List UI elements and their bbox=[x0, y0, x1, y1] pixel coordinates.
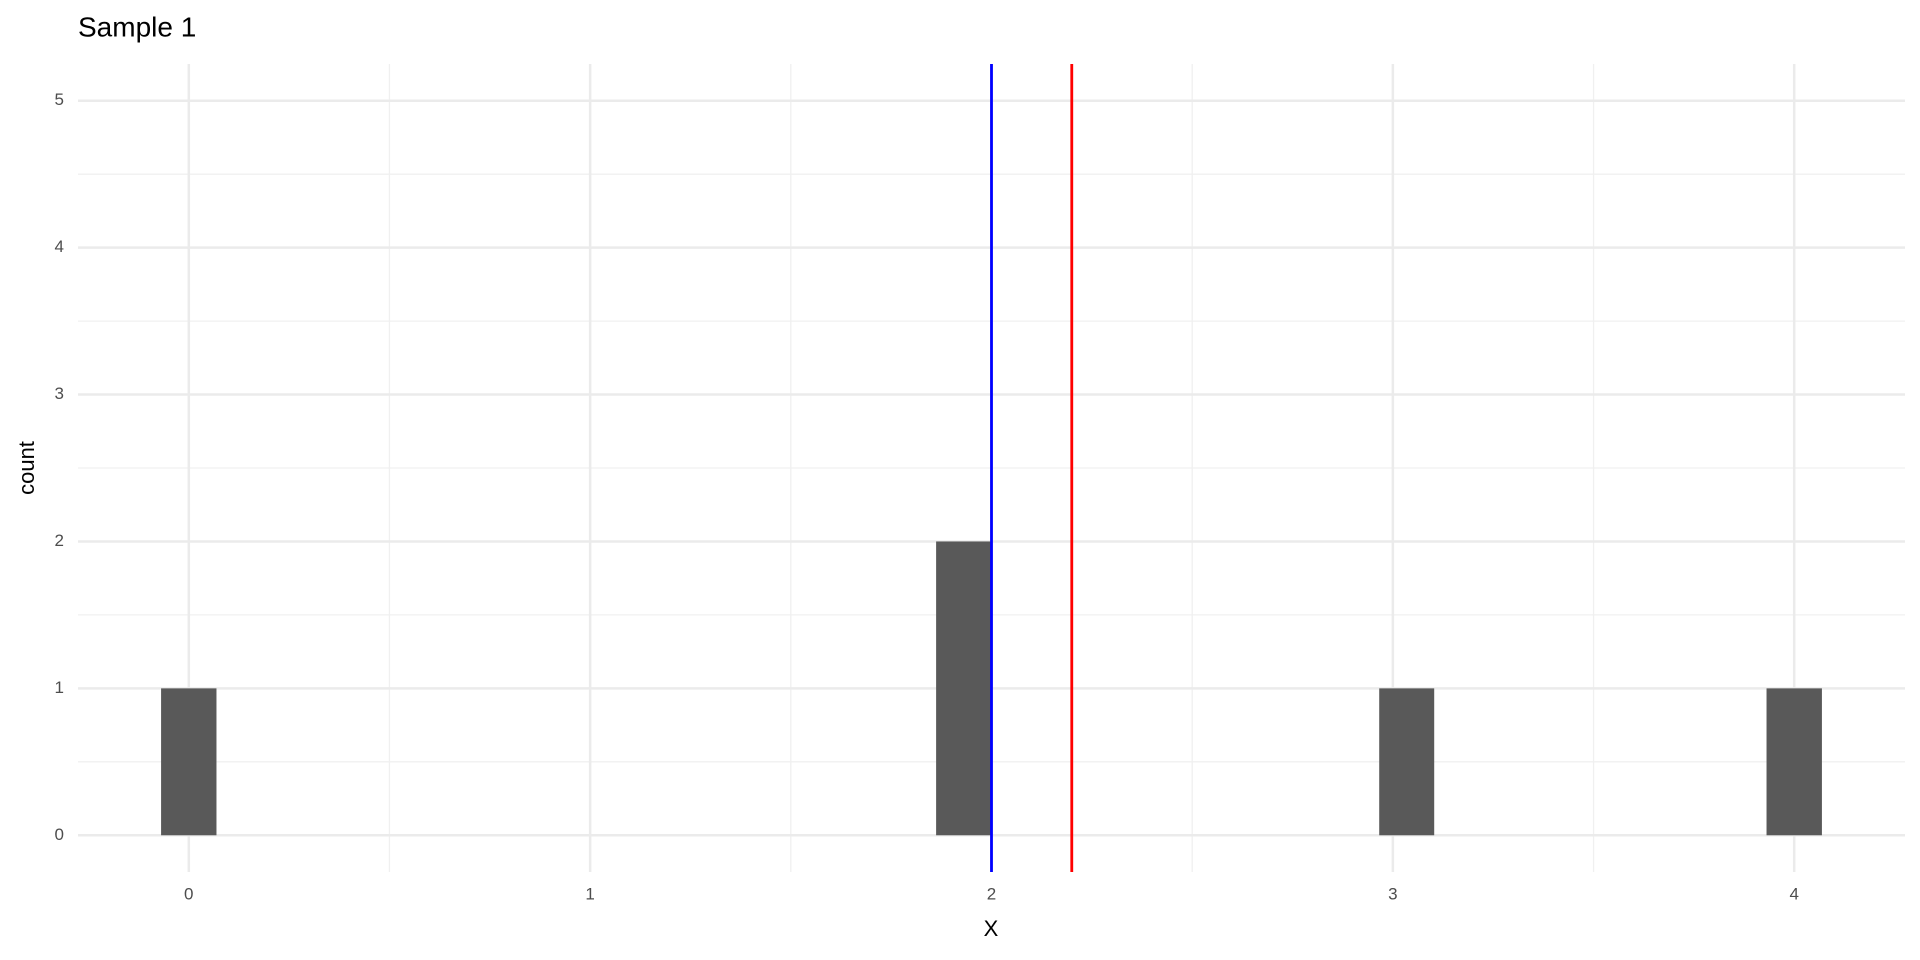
x-tick-label: 1 bbox=[585, 884, 594, 903]
bar bbox=[1766, 688, 1822, 836]
y-tick-label: 4 bbox=[55, 237, 64, 256]
chart-title: Sample 1 bbox=[78, 11, 196, 42]
x-tick-label: 4 bbox=[1789, 884, 1798, 903]
x-tick-label: 3 bbox=[1388, 884, 1397, 903]
x-tick-label: 2 bbox=[987, 884, 996, 903]
y-tick-label: 3 bbox=[55, 384, 64, 403]
y-tick-label: 0 bbox=[55, 825, 64, 844]
y-tick-label: 5 bbox=[55, 90, 64, 109]
y-tick-label: 2 bbox=[55, 531, 64, 550]
y-tick-label: 1 bbox=[55, 678, 64, 697]
bar bbox=[1379, 688, 1435, 836]
x-axis-title: X bbox=[984, 916, 999, 941]
bar bbox=[936, 541, 992, 836]
x-tick-label: 0 bbox=[184, 884, 193, 903]
y-axis-title: count bbox=[14, 441, 39, 495]
bar bbox=[161, 688, 217, 836]
